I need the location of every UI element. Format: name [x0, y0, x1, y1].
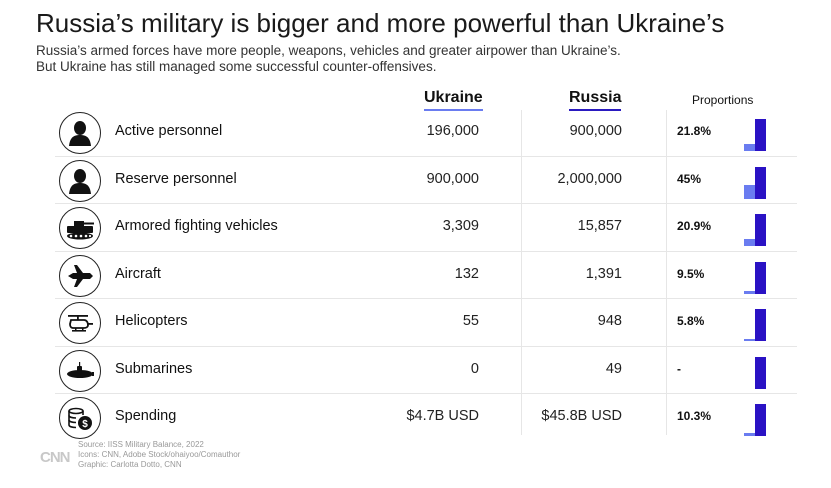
ukraine-value: 0: [470, 360, 479, 377]
russia-value: 2,000,000: [557, 170, 622, 187]
table-row: Submarines 0 49 -: [55, 347, 797, 394]
soldier-icon: [59, 159, 101, 202]
russia-proportion-bar: [755, 404, 766, 436]
money-icon: $: [59, 397, 101, 439]
russia-proportion-bar: [755, 119, 766, 151]
table-row: Active personnel 196,000 900,000 21.8%: [55, 109, 797, 157]
column-divider-left: [521, 110, 522, 435]
proportions-column-header: Proportions: [692, 93, 754, 107]
ukraine-proportion-bar: [744, 339, 755, 341]
russia-column-header: Russia: [569, 89, 622, 111]
proportion-label: 9.5%: [677, 266, 705, 281]
svg-text:$: $: [82, 419, 88, 430]
chart-subtitle: Russia’s armed forces have more people, …: [36, 43, 756, 75]
proportion-label: 5.8%: [677, 314, 705, 328]
proportion-label: 45%: [677, 171, 702, 186]
source-line-1: Source: IISS Military Balance, 2022: [78, 440, 204, 449]
table-row: $ Spending $4.7B USD $45.8B USD 10.3%: [55, 394, 797, 442]
proportion-label: 20.9%: [677, 219, 712, 233]
ukraine-proportion-bar: [744, 184, 755, 199]
soldier-icon: [59, 112, 101, 154]
ukraine-value: 3,309: [442, 218, 479, 234]
helicopter-icon: [59, 302, 101, 344]
source-line-2: Icons: CNN, Adobe Stock/ohaiyoo/Comautho…: [78, 450, 241, 459]
jet-icon: [59, 254, 101, 297]
ukraine-proportion-bar: [744, 144, 755, 151]
russia-value: 948: [597, 313, 622, 329]
proportion-bars: [744, 166, 766, 199]
row-label: Armored fighting vehicles: [115, 218, 278, 234]
table-row: Reserve personnel 900,000 2,000,000 45%: [55, 157, 797, 204]
tank-icon: [59, 207, 101, 249]
russia-value: $45.8B USD: [541, 408, 622, 424]
proportion-bars: [744, 119, 766, 151]
russia-proportion-bar: [755, 309, 766, 341]
russia-proportion-bar: [755, 261, 766, 294]
chart-title: Russia’s military is bigger and more pow…: [36, 8, 725, 38]
source-line-3: Graphic: Carlotta Dotto, CNN: [78, 460, 182, 469]
comparison-table: Active personnel 196,000 900,000 21.8% Reser…: [55, 109, 797, 442]
proportion-label: 21.8%: [677, 124, 712, 138]
row-label: Spending: [115, 408, 177, 424]
russia-value: 900,000: [569, 123, 622, 139]
table-row: Helicopters 55 948 5.8%: [55, 299, 797, 347]
ukraine-value: 55: [462, 313, 479, 329]
submarine-icon: [59, 349, 101, 392]
ukraine-value: $4.7B USD: [406, 408, 479, 424]
russia-value: 49: [605, 360, 622, 377]
row-label: Reserve personnel: [115, 170, 237, 187]
proportion-bars: [744, 404, 766, 436]
proportion-label: -: [677, 361, 681, 376]
table-row: Armored fighting vehicles 3,309 15,857 20.9…: [55, 204, 797, 252]
russia-proportion-bar: [755, 166, 766, 199]
column-divider-right: [666, 110, 667, 435]
proportion-bars: [744, 214, 766, 246]
ukraine-proportion-bar: [744, 433, 755, 436]
russia-proportion-bar: [755, 214, 766, 246]
subtitle-line-2: But Ukraine has still managed some succe…: [36, 59, 437, 74]
russia-proportion-bar: [755, 356, 766, 389]
russia-value: 1,391: [585, 265, 622, 282]
subtitle-line-1: Russia’s armed forces have more people, …: [36, 43, 621, 58]
row-label: Submarines: [115, 360, 193, 377]
russia-value: 15,857: [577, 218, 622, 234]
ukraine-value: 132: [454, 265, 479, 282]
ukraine-value: 900,000: [426, 170, 479, 187]
proportion-label: 10.3%: [677, 409, 712, 423]
ukraine-proportion-bar: [744, 290, 755, 294]
proportion-bars: [744, 261, 766, 294]
cnn-logo: CNN: [40, 449, 70, 466]
table-row: Aircraft 132 1,391 9.5%: [55, 252, 797, 299]
row-label: Active personnel: [115, 123, 223, 139]
proportion-bars: [744, 309, 766, 341]
proportion-bars: [744, 356, 766, 389]
source-note: Source: IISS Military Balance, 2022 Icon…: [78, 440, 240, 470]
ukraine-proportion-bar: [744, 239, 755, 246]
ukraine-column-header: Ukraine: [424, 89, 483, 111]
row-label: Aircraft: [115, 265, 161, 282]
row-label: Helicopters: [115, 313, 188, 329]
ukraine-value: 196,000: [426, 123, 479, 139]
